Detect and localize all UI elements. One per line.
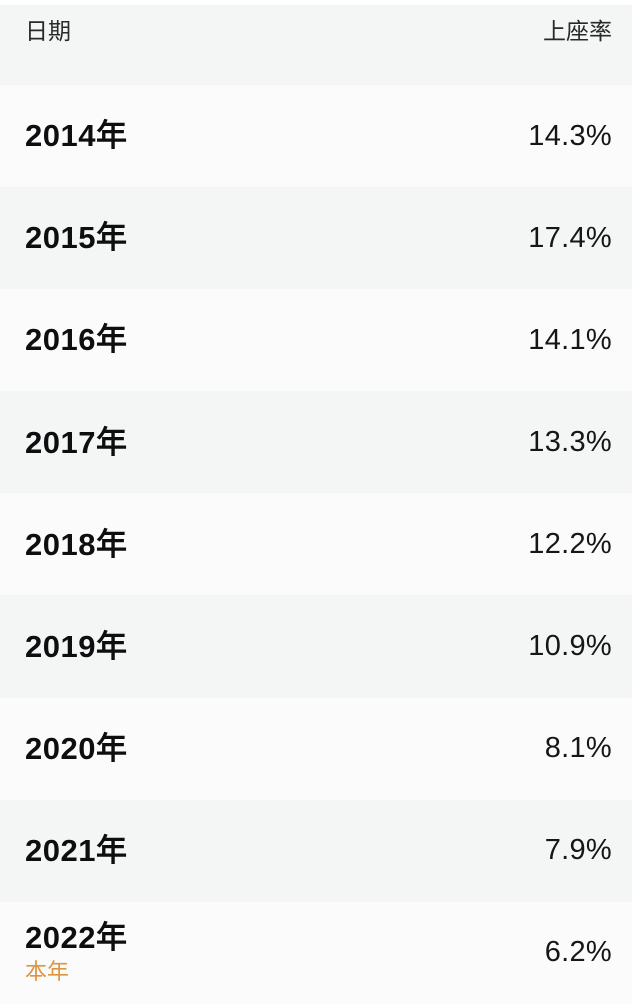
year-block: 2022年 本年 bbox=[25, 920, 127, 985]
year-label: 2014年 bbox=[25, 118, 128, 154]
year-label: 2021年 bbox=[25, 832, 128, 868]
rate-value: 7.9% bbox=[544, 834, 612, 867]
year-block: 2020年 bbox=[25, 731, 127, 767]
year-label: 2019年 bbox=[25, 628, 128, 664]
table-row[interactable]: 2015年 17.4% bbox=[0, 187, 632, 290]
rate-value: 8.1% bbox=[544, 732, 612, 765]
rate-value: 17.4% bbox=[528, 221, 612, 254]
year-label: 2017年 bbox=[25, 424, 128, 460]
table-row[interactable]: 2019年 10.9% bbox=[0, 595, 632, 698]
year-label: 2020年 bbox=[25, 730, 128, 766]
table-header-row: 日期 上座率 bbox=[0, 5, 632, 85]
table-row[interactable]: 2017年 13.3% bbox=[0, 391, 632, 494]
year-label: 2015年 bbox=[25, 220, 128, 256]
table-body: 2014年 14.3% 2015年 17.4% 2016年 14.1% 2017… bbox=[0, 85, 632, 1004]
year-label: 2018年 bbox=[25, 526, 128, 562]
current-year-badge: 本年 bbox=[25, 958, 70, 984]
column-header-rate: 上座率 bbox=[543, 18, 612, 44]
year-label: 2022年 bbox=[25, 920, 128, 956]
year-block: 2017年 bbox=[25, 425, 127, 461]
table-row[interactable]: 2016年 14.1% bbox=[0, 289, 632, 392]
rate-value: 13.3% bbox=[528, 425, 612, 458]
table-row[interactable]: 2018年 12.2% bbox=[0, 493, 632, 596]
year-block: 2018年 bbox=[25, 527, 127, 563]
year-block: 2019年 bbox=[25, 629, 127, 665]
rate-value: 12.2% bbox=[528, 527, 612, 560]
column-header-date: 日期 bbox=[25, 18, 71, 44]
table-row[interactable]: 2021年 7.9% bbox=[0, 799, 632, 902]
year-block: 2015年 bbox=[25, 220, 127, 256]
rate-value: 14.3% bbox=[528, 119, 612, 152]
attendance-table: 日期 上座率 2014年 14.3% 2015年 17.4% 2016年 14.… bbox=[0, 5, 632, 1004]
table-row[interactable]: 2020年 8.1% bbox=[0, 697, 632, 800]
rate-value: 10.9% bbox=[528, 630, 612, 663]
year-block: 2021年 bbox=[25, 833, 127, 869]
year-block: 2016年 bbox=[25, 322, 127, 358]
table-row[interactable]: 2014年 14.3% bbox=[0, 85, 632, 188]
table-row[interactable]: 2022年 本年 6.2% bbox=[0, 901, 632, 1004]
rate-value: 14.1% bbox=[528, 323, 612, 356]
rate-value: 6.2% bbox=[544, 936, 612, 969]
year-block: 2014年 bbox=[25, 118, 127, 154]
year-label: 2016年 bbox=[25, 322, 128, 358]
